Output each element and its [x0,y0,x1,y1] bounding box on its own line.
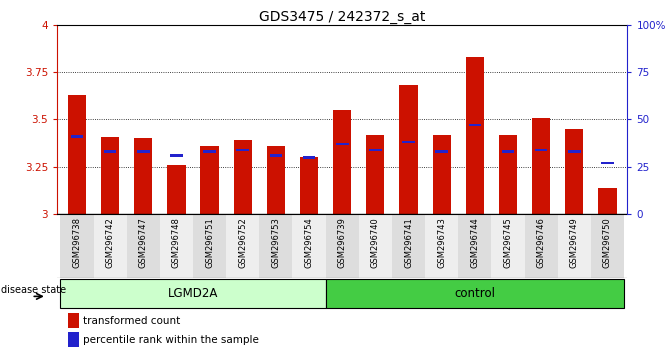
Bar [601,162,614,164]
Text: GSM296748: GSM296748 [172,217,181,268]
Bar [134,138,152,214]
Bar [137,150,150,153]
Bar [535,149,548,151]
Bar [336,143,348,145]
Text: percentile rank within the sample: percentile rank within the sample [83,335,259,345]
Bar [234,140,252,214]
Bar [68,313,79,328]
Text: GSM296749: GSM296749 [570,217,579,268]
Bar [236,149,249,151]
Text: GSM296740: GSM296740 [371,217,380,268]
Bar [466,57,484,214]
Text: GSM296746: GSM296746 [537,217,546,268]
Bar [325,214,359,278]
Bar [325,280,624,308]
Bar [433,135,451,214]
Bar [399,85,417,214]
Text: LGMD2A: LGMD2A [168,287,218,300]
Bar [491,214,525,278]
Bar [599,188,617,214]
Bar [68,95,86,214]
Bar [93,214,127,278]
Text: GSM296738: GSM296738 [72,217,81,268]
Bar [499,135,517,214]
Bar [293,214,325,278]
Bar [425,214,458,278]
Bar [366,135,384,214]
Bar [333,110,352,214]
Text: GSM296750: GSM296750 [603,217,612,268]
Bar [303,156,315,159]
Bar [532,118,550,214]
Bar [568,150,580,153]
Text: GSM296745: GSM296745 [503,217,513,268]
Bar [267,146,285,214]
Bar [201,146,219,214]
Text: GSM296754: GSM296754 [305,217,313,268]
Bar [392,214,425,278]
Text: GSM296752: GSM296752 [238,217,247,268]
Bar [402,141,415,143]
Bar [591,214,624,278]
Bar [565,129,584,214]
Bar [226,214,259,278]
Bar [525,214,558,278]
Bar [259,214,293,278]
Bar [70,135,83,138]
Bar [60,214,93,278]
Bar [127,214,160,278]
Bar [160,214,193,278]
Bar [167,165,185,214]
Text: transformed count: transformed count [83,316,180,326]
Bar [60,280,325,308]
Bar [270,154,282,157]
Text: disease state: disease state [1,285,66,295]
Bar [101,137,119,214]
Text: GSM296742: GSM296742 [105,217,115,268]
Bar [104,150,116,153]
Text: GSM296747: GSM296747 [139,217,148,268]
Text: GSM296751: GSM296751 [205,217,214,268]
Text: GSM296744: GSM296744 [470,217,479,268]
Title: GDS3475 / 242372_s_at: GDS3475 / 242372_s_at [259,10,425,24]
Bar [458,214,491,278]
Text: control: control [454,287,495,300]
Bar [359,214,392,278]
Bar [203,150,216,153]
Bar [170,154,183,157]
Bar [558,214,591,278]
Text: GSM296743: GSM296743 [437,217,446,268]
Bar [468,124,481,126]
Text: GSM296753: GSM296753 [271,217,280,268]
Bar [435,150,448,153]
Bar [68,332,79,347]
Text: GSM296741: GSM296741 [404,217,413,268]
Bar [193,214,226,278]
Bar [502,150,514,153]
Bar [300,157,318,214]
Bar [369,149,382,151]
Text: GSM296739: GSM296739 [338,217,347,268]
